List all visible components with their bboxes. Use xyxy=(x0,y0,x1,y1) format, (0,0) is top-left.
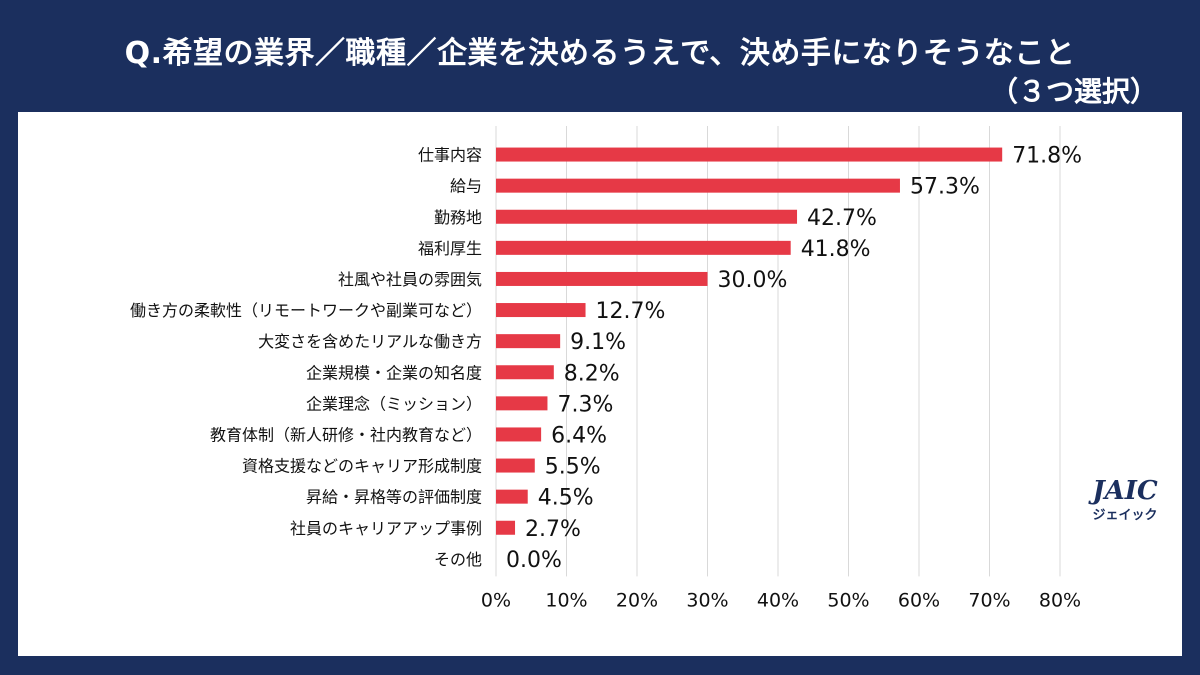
value-label: 6.4% xyxy=(551,423,607,448)
bar xyxy=(496,489,528,504)
bar xyxy=(496,427,542,442)
bar xyxy=(496,520,516,535)
category-label: 社風や社員の雰囲気 xyxy=(338,270,482,289)
value-label: 71.8% xyxy=(1012,144,1082,169)
x-tick-label: 40% xyxy=(757,589,799,611)
chart-title: Q.希望の業界／職種／企業を決めるうえで、決め手になりそうなこと xyxy=(124,36,1076,71)
chart-panel: 0% 10% 20% 30% 40% 50% 60% 70% 80% 仕事内容 71.8% 給与 57.… xyxy=(18,112,1182,656)
value-label: 5.5% xyxy=(545,455,601,480)
x-tick-label: 70% xyxy=(968,589,1010,611)
x-tick-label: 20% xyxy=(616,589,658,611)
category-label: 給与 xyxy=(450,177,482,196)
category-label: 昇給・昇格等の評価制度 xyxy=(306,488,482,507)
x-tick-label: 50% xyxy=(827,589,869,611)
category-label: その他 xyxy=(434,550,482,569)
value-label: 4.5% xyxy=(538,486,594,511)
category-label: 働き方の柔軟性（リモートワークや副業可など） xyxy=(130,301,482,320)
category-label: 資格支援などのキャリア形成制度 xyxy=(242,457,482,476)
value-label: 12.7% xyxy=(596,299,666,324)
x-tick-label: 30% xyxy=(686,589,728,611)
bar xyxy=(496,303,586,318)
jaic-logo: JAIC ジェイック xyxy=(1088,478,1162,524)
value-label: 42.7% xyxy=(807,206,877,231)
chart-subtitle: （３つ選択） xyxy=(989,75,1158,108)
value-label: 41.8% xyxy=(801,237,871,262)
category-label: 大変さを含めたリアルな働き方 xyxy=(258,332,482,351)
x-tick-label: 0% xyxy=(481,589,511,611)
category-label: 教育体制（新人研修・社内教育など） xyxy=(210,425,482,444)
logo-text: JAIC xyxy=(1092,476,1158,506)
bar xyxy=(496,396,548,411)
bar xyxy=(496,365,554,380)
category-label: 福利厚生 xyxy=(418,239,482,258)
bar-chart: 0% 10% 20% 30% 40% 50% 60% 70% 80% 仕事内容 71.8% 給与 57.… xyxy=(130,126,1082,611)
value-label: 30.0% xyxy=(718,268,788,293)
bar xyxy=(496,334,561,349)
category-label: 仕事内容 xyxy=(418,146,482,165)
category-label: 企業規模・企業の知名度 xyxy=(306,363,482,382)
value-label: 9.1% xyxy=(570,330,626,355)
logo-subtext: ジェイック xyxy=(1092,508,1158,523)
x-tick-label: 80% xyxy=(1039,589,1081,611)
value-label: 7.3% xyxy=(557,392,613,417)
bar xyxy=(496,458,535,473)
x-tick-label: 10% xyxy=(545,589,587,611)
bar xyxy=(496,271,708,286)
value-label: 8.2% xyxy=(564,361,620,386)
bar xyxy=(496,178,900,193)
category-label: 勤務地 xyxy=(434,208,482,227)
category-label: 企業理念（ミッション） xyxy=(306,394,482,413)
x-tick-label: 60% xyxy=(898,589,940,611)
value-label: 57.3% xyxy=(910,175,980,200)
bar xyxy=(496,209,798,224)
value-label: 0.0% xyxy=(506,548,562,573)
bar xyxy=(496,240,791,255)
bar xyxy=(496,147,1003,162)
category-label: 社員のキャリアアップ事例 xyxy=(290,519,482,538)
value-label: 2.7% xyxy=(525,517,581,542)
